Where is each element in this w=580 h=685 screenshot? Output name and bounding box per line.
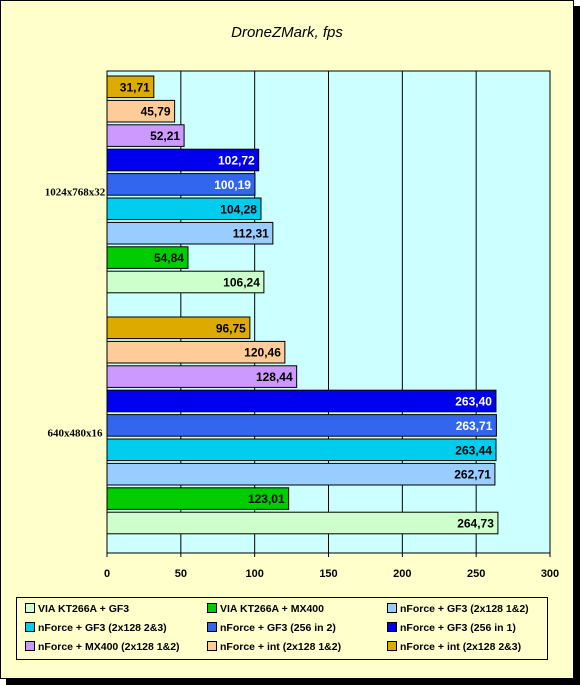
legend-swatch bbox=[25, 622, 35, 633]
bar bbox=[106, 511, 499, 535]
legend-swatch bbox=[207, 622, 217, 633]
data-label: 31,71 bbox=[120, 80, 150, 94]
bar bbox=[106, 148, 260, 172]
bar bbox=[106, 316, 251, 340]
x-tick-label: 200 bbox=[393, 568, 411, 580]
x-tick-label: 250 bbox=[467, 568, 485, 580]
data-label: 263,44 bbox=[455, 443, 492, 457]
legend-label: nForce + MX400 (2x128 1&2) bbox=[38, 641, 180, 653]
legend-label: nForce + GF3 (256 in 2) bbox=[220, 622, 336, 634]
legend-item: nForce + int (2x128 2&3) bbox=[387, 639, 521, 655]
bar bbox=[106, 487, 290, 510]
bar bbox=[106, 75, 155, 99]
legend-swatch bbox=[387, 641, 397, 652]
bar bbox=[106, 462, 496, 486]
legend-swatch bbox=[25, 641, 35, 652]
data-label: 120,46 bbox=[244, 346, 281, 360]
legend-swatch bbox=[387, 603, 397, 614]
x-tick-label: 300 bbox=[541, 568, 559, 580]
bar bbox=[106, 246, 189, 269]
data-label: 112,31 bbox=[233, 227, 269, 241]
bar bbox=[106, 389, 497, 413]
x-tick-label: 50 bbox=[175, 568, 187, 580]
legend-label: nForce + GF3 (256 in 1) bbox=[400, 622, 516, 634]
legend-label: VIA KT266A + GF3 bbox=[38, 603, 130, 615]
legend-item: VIA KT266A + GF3 bbox=[25, 601, 129, 617]
category-label: 640x480x16 bbox=[48, 428, 104, 440]
x-tick-label: 100 bbox=[245, 568, 263, 580]
data-label: 52,21 bbox=[150, 129, 180, 143]
data-label: 262,71 bbox=[454, 468, 491, 482]
bar bbox=[106, 414, 497, 437]
legend-item: nForce + MX400 (2x128 1&2) bbox=[25, 639, 180, 655]
chart-title: DroneZMark, fps bbox=[231, 24, 343, 41]
data-label: 264,73 bbox=[457, 517, 494, 531]
legend-item: nForce + GF3 (256 in 1) bbox=[387, 620, 516, 636]
legend-swatch bbox=[207, 603, 217, 614]
bar bbox=[106, 340, 286, 364]
legend-label: nForce + int (2x128 2&3) bbox=[400, 641, 522, 653]
data-label: 96,75 bbox=[216, 321, 246, 335]
data-label: 123,01 bbox=[248, 492, 285, 506]
data-label: 128,44 bbox=[256, 370, 293, 384]
bar bbox=[106, 124, 185, 147]
data-label: 100,19 bbox=[214, 178, 251, 192]
data-label: 106,24 bbox=[223, 276, 260, 290]
x-tick-label: 150 bbox=[319, 568, 337, 580]
category-label: 1024x768x32 bbox=[45, 187, 106, 199]
legend-label: nForce + GF3 (2x128 2&3) bbox=[38, 622, 167, 634]
bar bbox=[106, 197, 262, 221]
legend-item: nForce + int (2x128 1&2) bbox=[207, 639, 341, 655]
legend-item: nForce + GF3 (256 in 2) bbox=[207, 620, 336, 636]
legend: VIA KT266A + GF3 VIA KT266A + MX400 nForce… bbox=[16, 597, 548, 660]
legend-item: nForce + GF3 (2x128 1&2) bbox=[387, 601, 529, 617]
legend-label: nForce + int (2x128 1&2) bbox=[220, 641, 342, 653]
bar bbox=[106, 438, 497, 462]
legend-label: VIA KT266A + MX400 bbox=[220, 603, 324, 615]
data-label: 263,71 bbox=[456, 419, 493, 433]
data-label: 45,79 bbox=[141, 105, 171, 119]
legend-label: nForce + GF3 (2x128 1&2) bbox=[400, 603, 529, 615]
data-label: 263,40 bbox=[455, 395, 492, 409]
legend-item: VIA KT266A + MX400 bbox=[207, 601, 324, 617]
legend-swatch bbox=[387, 622, 397, 633]
bar bbox=[106, 173, 256, 196]
legend-swatch bbox=[207, 641, 217, 652]
data-label: 102,72 bbox=[218, 154, 255, 168]
data-label: 104,28 bbox=[220, 202, 257, 216]
bar bbox=[106, 99, 176, 123]
data-label: 54,84 bbox=[154, 251, 184, 265]
bar bbox=[106, 221, 274, 245]
bar bbox=[106, 365, 298, 388]
bar bbox=[106, 270, 265, 294]
legend-item: nForce + GF3 (2x128 2&3) bbox=[25, 620, 167, 636]
x-tick-label: 0 bbox=[104, 568, 110, 580]
legend-swatch bbox=[25, 603, 35, 614]
